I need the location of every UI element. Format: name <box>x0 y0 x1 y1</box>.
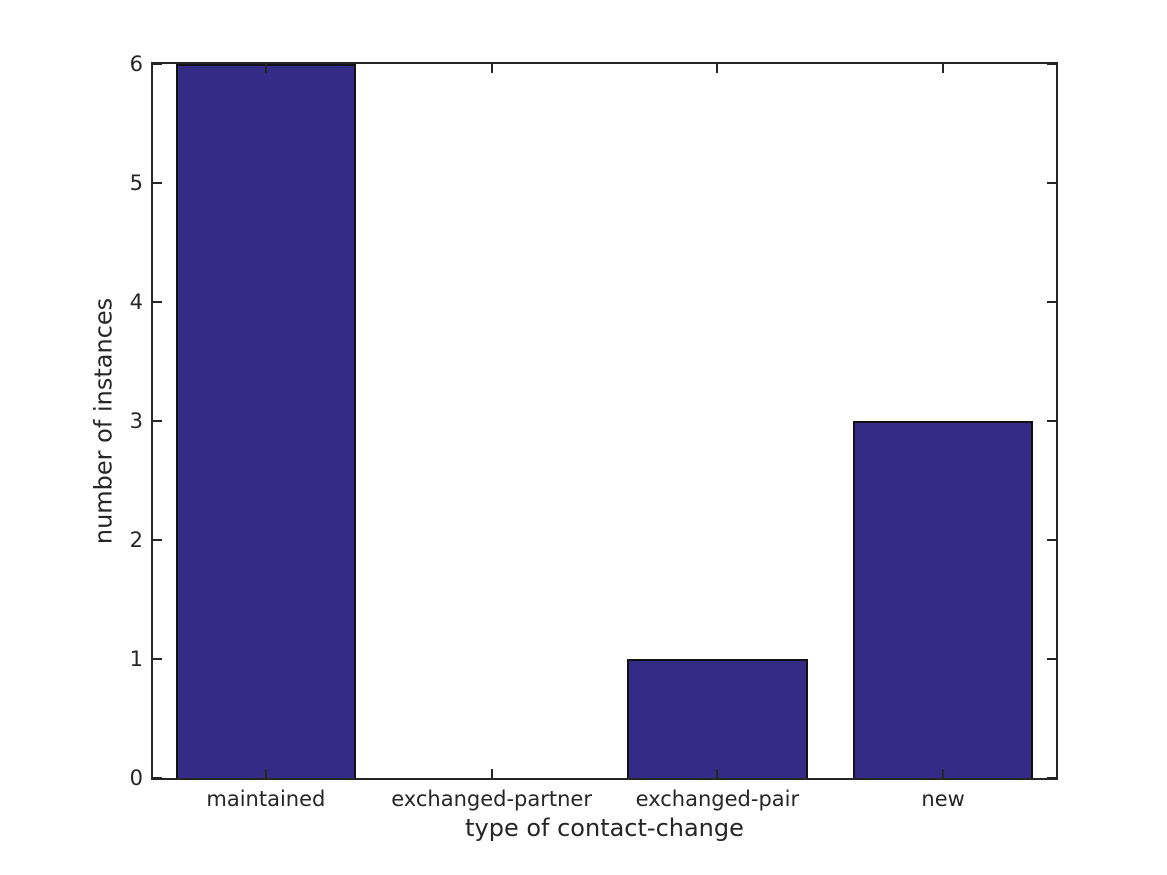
x-tick-label-exchanged-pair: exchanged-pair <box>635 787 800 811</box>
y-tick-label: 1 <box>129 647 143 672</box>
y-tick-mark <box>1047 182 1056 184</box>
y-tick-mark <box>1047 301 1056 304</box>
bar-maintained <box>175 64 357 778</box>
x-tick-mark <box>942 769 945 778</box>
y-tick-mark <box>153 658 162 661</box>
plot-area: 0 1 2 3 4 5 6 maintained exchanged-partner exchan… <box>130 52 1058 811</box>
x-axis-label: type of contact-change <box>465 814 744 842</box>
y-tick-mark <box>153 777 162 779</box>
y-axis-label: number of instances <box>89 297 118 545</box>
x-tick-mark <box>264 769 267 778</box>
x-tick-label-maintained: maintained <box>206 787 326 811</box>
y-tick-label: 4 <box>129 290 143 315</box>
y-tick-mark <box>1047 420 1056 422</box>
y-tick-mark <box>1047 658 1056 661</box>
y-tick-label: 6 <box>129 52 143 76</box>
x-tick-mark <box>264 64 267 73</box>
y-tick-label: 0 <box>129 766 143 790</box>
x-tick-mark <box>716 769 719 778</box>
y-tick-mark <box>1047 539 1056 542</box>
y-tick-mark <box>153 420 162 422</box>
y-tick-mark <box>153 301 162 304</box>
y-tick-label: 2 <box>129 528 143 553</box>
x-tick-label-new: new <box>921 787 965 811</box>
y-tick-mark <box>153 182 162 184</box>
y-tick-mark <box>153 63 162 65</box>
bar-new <box>852 421 1034 778</box>
x-tick-mark <box>490 64 493 73</box>
y-tick-mark <box>1047 63 1056 65</box>
x-tick-mark <box>716 64 719 73</box>
x-tick-label-exchanged-partner: exchanged-partner <box>391 787 592 811</box>
y-tick-mark <box>153 539 162 542</box>
y-tick-label: 5 <box>129 171 143 195</box>
y-tick-label: 3 <box>129 409 143 433</box>
y-tick-mark <box>1047 777 1056 779</box>
x-tick-mark <box>942 64 945 73</box>
bar-exchanged-pair <box>627 659 808 778</box>
x-tick-mark <box>490 769 493 778</box>
